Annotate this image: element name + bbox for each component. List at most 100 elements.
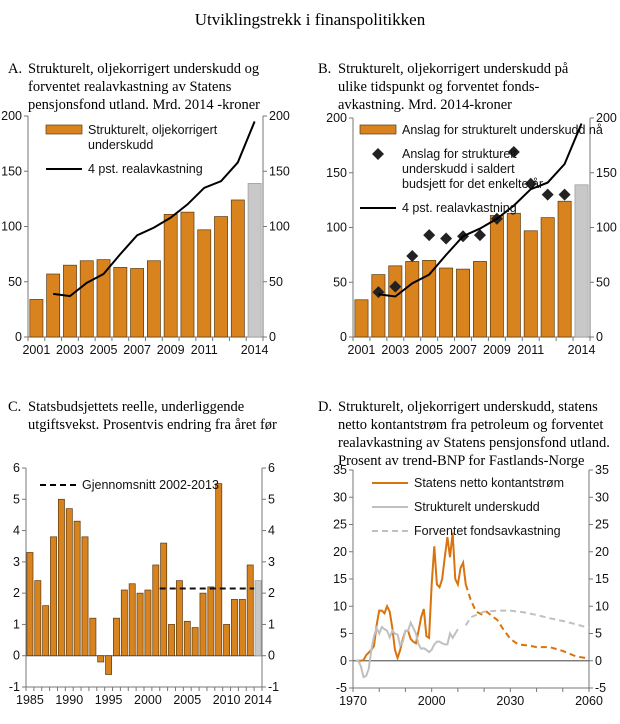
y-tick-label-right: 0 xyxy=(595,654,602,668)
line-series xyxy=(53,121,256,298)
marker-2005 xyxy=(423,229,436,242)
panel-c-title: C. Statsbudsjettets reelle, underliggend… xyxy=(8,398,277,434)
bar-2000 xyxy=(144,589,152,657)
panel-d-title-line: realavkastning av Statens pensjonsfond u… xyxy=(338,435,610,451)
legend-swatch-bar xyxy=(359,124,397,135)
bar-2006 xyxy=(113,267,128,338)
panel-b-title: B. Strukturelt, oljekorrigert underskudd… xyxy=(318,60,568,114)
bar-2008 xyxy=(207,586,215,657)
bar-2013 xyxy=(246,564,254,657)
bar-2005 xyxy=(183,620,191,657)
x-tick-label: 2007 xyxy=(449,343,477,357)
panel-d-title: D. Strukturelt, oljekorrigert underskudd… xyxy=(318,398,610,470)
x-tick-label: 2003 xyxy=(381,343,409,357)
y-tick-label-left: 30 xyxy=(333,490,347,504)
x-tick-label: 1985 xyxy=(16,693,44,707)
bar-2009 xyxy=(215,483,223,657)
legend-swatch-bar xyxy=(45,124,83,135)
x-tick-label: 2011 xyxy=(191,343,218,357)
y-tick-label-right: 5 xyxy=(268,492,275,506)
bar-2012 xyxy=(540,217,555,338)
bar-2011 xyxy=(523,230,538,338)
y-tick-label-right: 25 xyxy=(595,518,609,532)
x-tick-label: 1970 xyxy=(339,694,367,708)
line-series-0 xyxy=(355,532,467,662)
x-tick-label: 2000 xyxy=(418,694,446,708)
y-tick-label-right: 4 xyxy=(268,524,275,538)
bar-2003 xyxy=(388,265,403,338)
y-tick-label-right: 150 xyxy=(269,164,290,178)
bar-2002 xyxy=(160,542,168,657)
bar-1991 xyxy=(73,520,81,657)
x-tick-label: 2005 xyxy=(173,693,201,707)
y-tick-label-left: 25 xyxy=(333,518,347,532)
y-tick-label-right: 6 xyxy=(268,461,275,475)
marker-2003 xyxy=(389,280,402,293)
legend-label: Strukturelt underskudd xyxy=(414,500,540,514)
bar-2005 xyxy=(96,259,111,338)
y-tick-label-right: -1 xyxy=(268,680,279,694)
line-series xyxy=(378,123,583,298)
y-tick-label-left: 4 xyxy=(13,524,20,538)
y-tick-label-right: 150 xyxy=(596,166,617,180)
y-tick-label-left: 200 xyxy=(326,111,347,125)
bar-1994 xyxy=(97,655,105,663)
bar-2014 xyxy=(254,580,262,657)
bar-1997 xyxy=(120,589,128,657)
bar-2009 xyxy=(163,213,178,338)
y-tick-label-left: 20 xyxy=(333,545,347,559)
x-tick-label: 1995 xyxy=(95,693,123,707)
bar-2012 xyxy=(214,216,228,338)
legend-label: underskudd i saldert xyxy=(402,162,515,176)
bar-2003 xyxy=(168,624,175,657)
legend-label: Statens netto kontantstrøm xyxy=(414,476,564,490)
legend-label: Strukturelt, oljekorrigert xyxy=(88,123,218,137)
chart-b: 0 0 50 50 100 100 150 150 200 200 2001 2003 2005 2007… xyxy=(326,111,617,357)
x-tick-label: 2030 xyxy=(496,694,524,708)
legend-label: Gjennomsnitt 2002-2013 xyxy=(82,478,219,492)
bar-2007 xyxy=(199,592,207,657)
y-tick-label-left: 150 xyxy=(326,166,347,180)
y-tick-label-right: 50 xyxy=(596,275,610,289)
bar-2001 xyxy=(29,299,44,338)
x-tick-label: 2009 xyxy=(157,343,185,357)
bar-2014 xyxy=(247,183,262,338)
panel-d-title-line: Prosent av trend-BNP for Fastlands-Norge xyxy=(338,453,585,469)
x-tick-label: 2010 xyxy=(213,693,241,707)
bar-2001 xyxy=(354,299,369,338)
legend-label: 4 pst. realavkastning xyxy=(88,162,203,176)
legend-label: underskudd xyxy=(88,138,153,152)
x-tick-label: 2007 xyxy=(123,343,151,357)
panel-c-title-line: utgiftsvekst. Prosentvis endring fra åre… xyxy=(28,417,277,433)
bar-1995 xyxy=(105,655,113,675)
marker-2006 xyxy=(440,232,453,245)
y-tick-label-left: 0 xyxy=(340,654,347,668)
x-tick-label: 2014 xyxy=(568,343,596,357)
panel-a-title-line: forventet realavkastning av Statens xyxy=(28,79,232,95)
bar-1986 xyxy=(34,580,42,657)
panel-c-label: C. xyxy=(8,399,22,415)
x-tick-label: 2001 xyxy=(22,343,50,357)
bar-1989 xyxy=(57,498,65,657)
y-tick-label-left: 0 xyxy=(340,330,347,344)
y-tick-label-right: 200 xyxy=(596,111,617,125)
panel-d-title-line: Strukturelt, oljekorrigert underskudd, s… xyxy=(338,399,598,415)
panel-b-label: B. xyxy=(318,61,332,77)
y-tick-label-left: 150 xyxy=(1,164,22,178)
bar-2014 xyxy=(574,184,589,338)
panel-b-title-line: ulike tidspunkt og forventet fonds- xyxy=(338,79,540,95)
bar-2013 xyxy=(230,199,245,338)
y-tick-label-right: 15 xyxy=(595,572,609,586)
y-tick-label-left: 5 xyxy=(13,492,20,506)
line-series-2 xyxy=(355,619,459,679)
y-tick-label-right: 0 xyxy=(268,649,275,663)
page-title: Utviklingstrekk i finanspolitikken xyxy=(194,10,426,29)
y-tick-label-left: 200 xyxy=(1,109,22,123)
panel-a-label: A. xyxy=(8,61,23,77)
y-tick-label-right: 10 xyxy=(595,599,609,613)
bar-1987 xyxy=(42,605,50,657)
legend-label: budsjett for det enkelte år xyxy=(402,177,543,191)
y-tick-label-left: 1 xyxy=(13,617,20,631)
legend-swatch-diamond xyxy=(372,148,384,160)
y-tick-label-left: -5 xyxy=(336,681,347,695)
